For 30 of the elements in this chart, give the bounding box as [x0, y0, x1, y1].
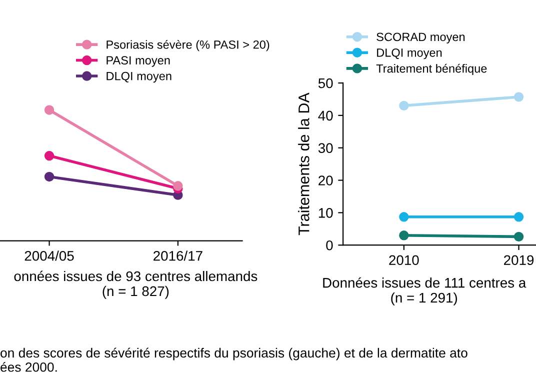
legend-label: Traitement bénéfique [376, 64, 487, 76]
point [44, 172, 54, 182]
y-axis-title: Traitements de la DA [298, 92, 310, 236]
point [514, 232, 524, 242]
point [44, 150, 54, 161]
y-tick-label: 40 [318, 110, 333, 121]
y-tick-label: 10 [318, 208, 333, 218]
x-tick-label: 2016/17 [154, 250, 202, 261]
legend-label: DLQI moyen [377, 48, 442, 60]
point [399, 230, 409, 240]
point [44, 105, 54, 115]
text: on des scores de sévérité respectifs du psoriasis (gauche) et de la dermatite ato ées 2000. [0, 348, 468, 372]
legend-label: PASI moyen [106, 56, 170, 67]
point [173, 181, 183, 191]
y-tick-label: 50 [318, 78, 333, 88]
legend-label: DLQI moyen [106, 72, 172, 83]
legend-label: Psoriasis sévère (% PASI > 20) [106, 40, 270, 52]
x-tick-label: 2019 [504, 255, 534, 266]
point [514, 92, 524, 102]
x-axis-title: Données issues de 111 centres a (n = 1 291) [323, 277, 526, 306]
point [399, 100, 409, 111]
x-axis-title: onnées issues de 93 centres allemands (n = 1 827) [14, 270, 258, 299]
y-tick-label: 0 [326, 240, 333, 250]
y-tick-label: 30 [318, 143, 333, 154]
x-tick-label: 2004/05 [24, 250, 74, 261]
point [514, 212, 524, 222]
legend-label: SCORAD moyen [376, 32, 465, 44]
y-tick-label: 20 [318, 176, 333, 186]
x-tick-label: 2010 [389, 255, 419, 266]
point [399, 212, 409, 222]
